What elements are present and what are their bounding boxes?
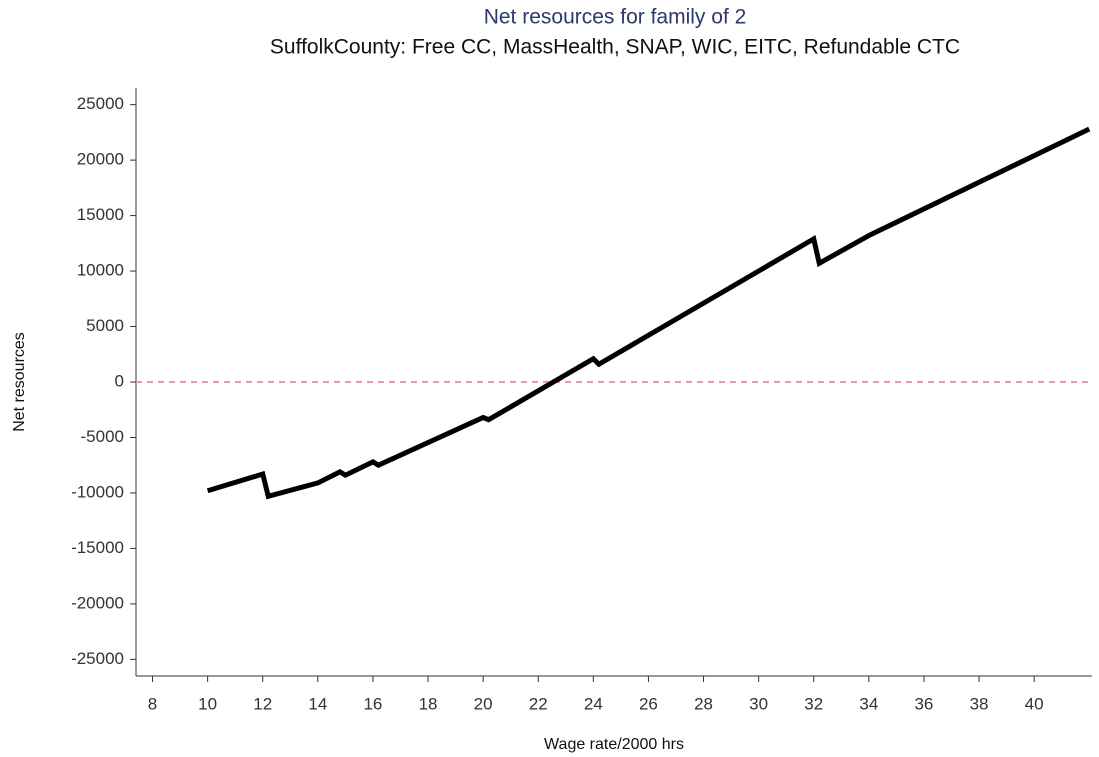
x-tick-label: 28 bbox=[694, 694, 713, 713]
y-tick-label: 25000 bbox=[77, 94, 124, 113]
x-tick-label: 34 bbox=[859, 694, 878, 713]
x-tick-label: 38 bbox=[970, 694, 989, 713]
chart-title: Net resources for family of 2 bbox=[484, 6, 747, 29]
y-tick-label: -5000 bbox=[81, 427, 124, 446]
data-line bbox=[206, 126, 1091, 500]
x-tick-label: 36 bbox=[914, 694, 933, 713]
y-tick-label: 15000 bbox=[77, 205, 124, 224]
x-tick-label: 32 bbox=[804, 694, 823, 713]
y-tick-label: -20000 bbox=[71, 593, 124, 612]
x-tick-label: 10 bbox=[198, 694, 217, 713]
y-tick-label: -15000 bbox=[71, 538, 124, 557]
x-tick-label: 22 bbox=[529, 694, 548, 713]
y-tick-label: 0 bbox=[115, 371, 124, 390]
y-tick-label: 5000 bbox=[86, 316, 124, 335]
x-tick-label: 14 bbox=[308, 694, 327, 713]
y-tick-label: -25000 bbox=[71, 649, 124, 668]
x-tick-label: 12 bbox=[253, 694, 272, 713]
x-tick-label: 30 bbox=[749, 694, 768, 713]
chart-subtitle: SuffolkCounty: Free CC, MassHealth, SNAP… bbox=[270, 36, 960, 59]
x-tick-label: 26 bbox=[639, 694, 658, 713]
y-tick-label: 10000 bbox=[77, 261, 124, 280]
x-axis-label: Wage rate/2000 hrs bbox=[544, 736, 684, 753]
x-tick-label: 8 bbox=[148, 694, 157, 713]
y-tick-label: -10000 bbox=[71, 482, 124, 501]
y-tick-label: 20000 bbox=[77, 150, 124, 169]
x-tick-label: 40 bbox=[1025, 694, 1044, 713]
x-tick-label: 20 bbox=[474, 694, 493, 713]
y-axis-label: Net resources bbox=[11, 332, 28, 432]
x-tick-label: 16 bbox=[363, 694, 382, 713]
x-tick-label: 24 bbox=[584, 694, 603, 713]
x-tick-label: 18 bbox=[419, 694, 438, 713]
